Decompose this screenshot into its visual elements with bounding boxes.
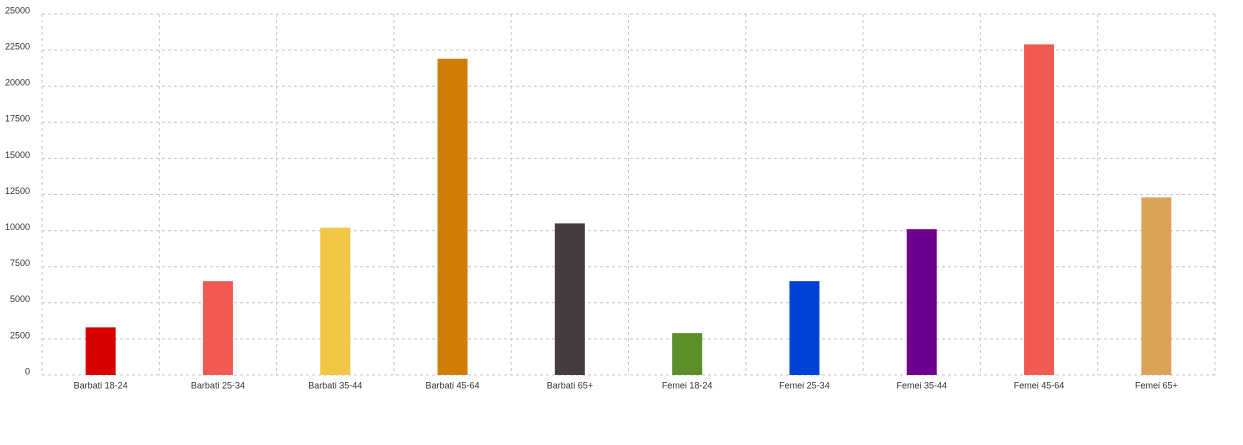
y-tick-label: 17500: [5, 114, 30, 124]
y-tick-label: 15000: [5, 150, 30, 160]
x-tick-label: Femei 65+: [1135, 380, 1178, 390]
x-tick-label: Femei 25-34: [779, 380, 830, 390]
bar: [320, 227, 351, 375]
bar: [672, 333, 703, 375]
bar: [85, 327, 116, 375]
bar: [437, 58, 468, 375]
x-tick-label: Femei 35-44: [896, 380, 947, 390]
y-tick-label: 25000: [5, 5, 30, 15]
x-tick-label: Femei 18-24: [662, 380, 713, 390]
y-tick-label: 0: [25, 366, 30, 376]
x-tick-label: Femei 45-64: [1014, 380, 1065, 390]
y-tick-label: 2500: [10, 330, 30, 340]
y-tick-label: 22500: [5, 41, 30, 51]
x-tick-label: Barbati 35-44: [308, 380, 362, 390]
x-tick-label: Barbati 65+: [547, 380, 593, 390]
x-tick-label: Barbati 18-24: [74, 380, 128, 390]
y-tick-label: 20000: [5, 78, 30, 88]
y-tick-label: 5000: [10, 294, 30, 304]
bar: [554, 223, 585, 375]
y-tick-label: 10000: [5, 222, 30, 232]
bar: [1024, 44, 1055, 375]
bar: [1141, 197, 1172, 375]
x-tick-label: Barbati 25-34: [191, 380, 245, 390]
y-tick-label: 12500: [5, 186, 30, 196]
bar: [906, 229, 937, 375]
x-tick-label: Barbati 45-64: [426, 380, 480, 390]
y-tick-label: 7500: [10, 258, 30, 268]
bar: [789, 281, 820, 375]
bar: [202, 281, 233, 375]
